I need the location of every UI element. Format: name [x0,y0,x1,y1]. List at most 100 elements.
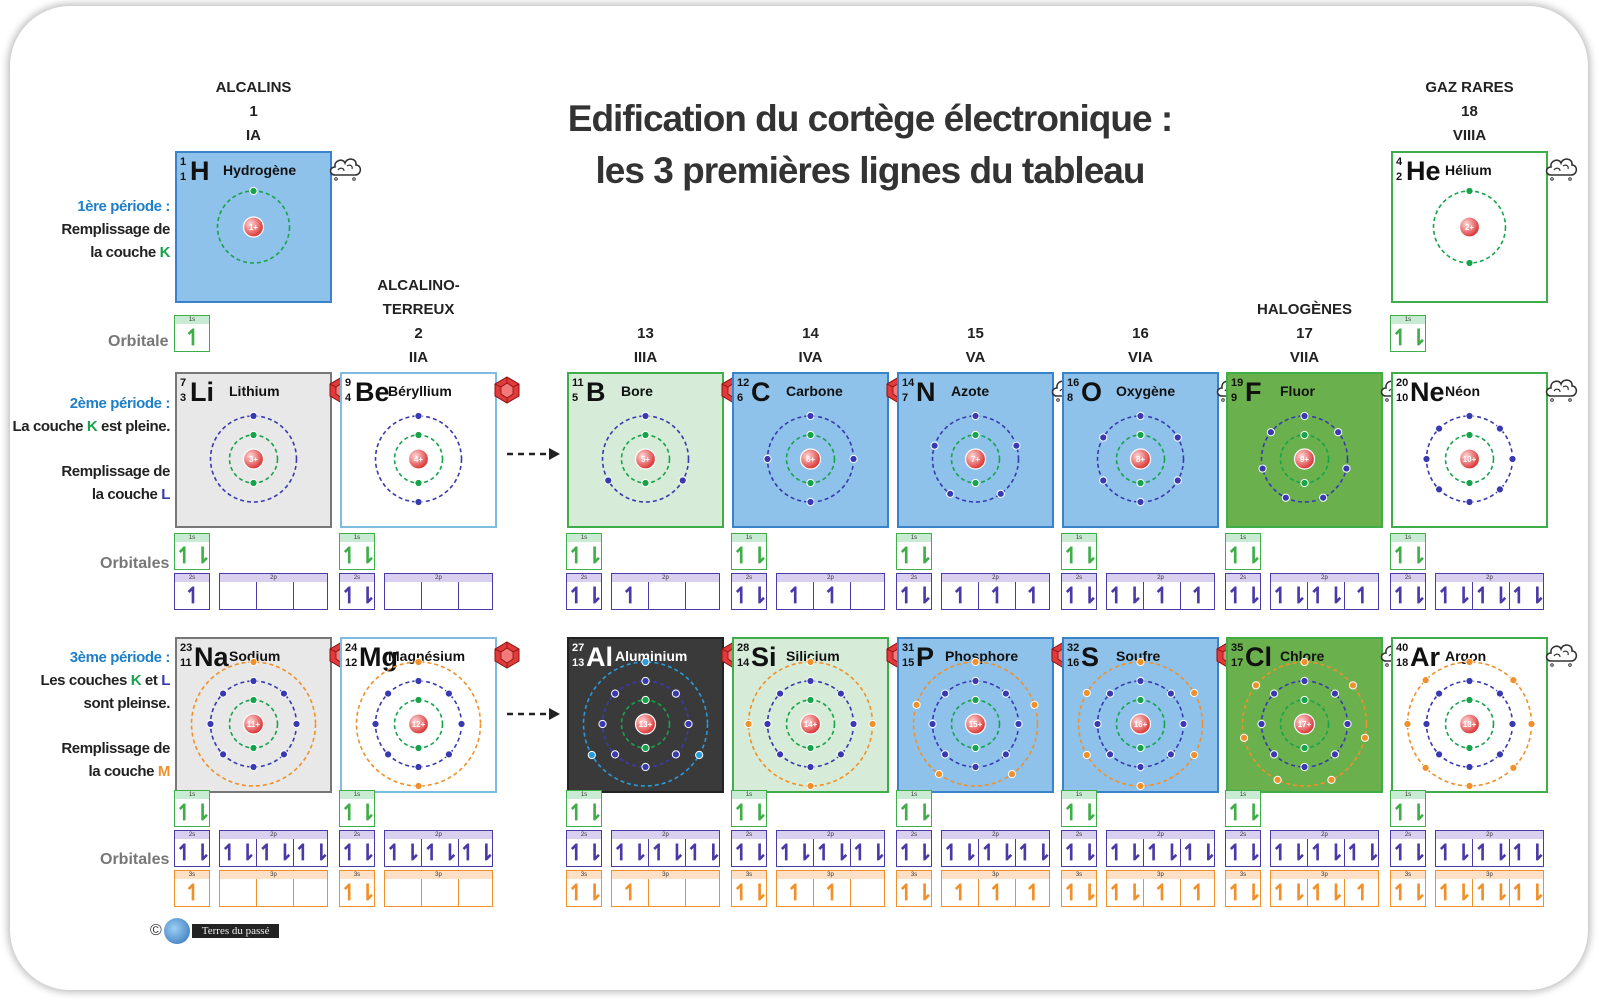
mass-number: 35 [1231,642,1244,654]
nucleus [242,713,265,735]
orbital-cell: ↿⇂ [1391,543,1428,568]
group-header-line: 15 [967,325,984,342]
atomic-number: 13 [572,657,585,669]
orbital-cell: ↿⇂ [1391,880,1428,905]
element-symbol: Cl [1245,642,1272,672]
orbital-2p: 2p ↿ ↿ ↿ [941,573,1050,610]
group-header-line: HALOGÈNES [1256,301,1352,318]
orbital-caption: 1s [567,534,601,542]
group-header-g2: ALCALINO- TERREUX 2 IIA [320,274,517,370]
electron [1099,476,1108,485]
electron [371,719,380,729]
orbital-cell: ↿⇂ [1436,840,1473,865]
orbital-2p: 2p [219,573,328,610]
nucleus-charge: 16+ [1134,720,1148,729]
element-card-c: 12 6 C Carbone 6+ [732,372,912,528]
electron [249,411,258,421]
orbital-cell: ↿ [813,879,849,906]
electron [1014,719,1023,729]
element-card-ne: 20 10 Ne Néon 10+ [1391,372,1578,528]
electron [695,750,704,760]
electron [1495,689,1505,698]
electron [383,689,393,698]
bohr-model: 2+ [1432,186,1507,268]
element-name: Lithium [229,383,280,399]
element-symbol: Be [355,377,390,407]
mass-number: 19 [1231,377,1244,389]
period-2-label: 2ème période : La couche K est pleine. R… [12,395,170,503]
orbital-3s: 3s ↿⇂ [339,870,377,907]
orbital-cell [220,879,256,906]
orbital-cell [421,582,457,609]
electron [414,781,423,791]
orbital-caption: 3p [777,871,884,879]
group-header-line: IIIA [633,349,658,366]
element-card-o: 16 8 O Oxygène 8+ [1062,372,1249,528]
orbital-caption: 2p [220,831,327,839]
element-card-s: 32 16 S Soufre 16+ [1062,637,1242,793]
element-card-he: 4 2 He Hélium 2+ [1391,151,1578,303]
nucleus-charge: 11+ [247,720,260,729]
electron [1360,733,1370,742]
atomic-number: 12 [345,657,358,669]
orbital-cell: ↿⇂ [1107,583,1144,608]
mass-number: 32 [1067,642,1080,654]
orbital-cell [648,582,684,609]
orbital-3p: 3p ↿ [611,870,720,907]
element-name: Néon [1445,383,1480,399]
electron [1007,770,1017,779]
electron [1136,781,1145,791]
orbital-cell [849,582,886,609]
element-symbol: N [916,377,936,407]
orbital-caption: 2s [340,574,374,582]
copyright: © Terres du passé [150,918,280,944]
nucleus [407,448,430,470]
nucleus [799,713,822,735]
element-name: Hélium [1445,162,1492,178]
electron [292,719,301,729]
mass-number: 20 [1396,377,1409,389]
element-name: Bore [621,383,653,399]
orbital-2p: 2p ↿⇂ ↿⇂ ↿ [1270,573,1379,610]
period-3-label: 3ème période : Les couches K et L sont p… [40,649,170,780]
mass-number: 1 [180,156,187,168]
group-header-line: ALCALINO- [377,277,460,294]
orbital-cell: ↿⇂ [1508,879,1547,906]
electron [1421,763,1430,772]
mass-number: 31 [902,642,915,654]
group-header-line: 1 [249,103,258,120]
orbital-caption: 2s [1226,831,1260,839]
orbital-cell [292,582,329,609]
orbital-cell [385,582,421,609]
orbital-cell: ↿⇂ [340,543,377,568]
electron [1403,719,1412,729]
electron [1465,430,1474,440]
mass-number: 4 [1396,156,1403,168]
orbital-2s: 2s ↿⇂ [1390,830,1428,867]
nucleus [1293,713,1316,735]
atomic-number: 9 [1231,392,1238,404]
orbital-cell: ↿ [1014,879,1051,906]
orbital-2s: 2s ↿⇂ [1225,830,1263,867]
group-header-g15: 15 VA [877,322,1074,370]
electron [249,430,258,440]
orbital-caption: 1s [732,791,766,799]
electron [1465,743,1474,753]
orbital-caption: 3s [732,871,766,879]
electron [249,695,258,705]
nucleus-charge: 9+ [1300,455,1309,464]
orbital-2s: 2s ↿⇂ [731,573,769,610]
orbital-2s: 2s ↿⇂ [174,830,212,867]
orbital-cell: ↿⇂ [777,840,814,865]
electron [414,411,423,421]
electron [1166,750,1176,759]
electron [1179,719,1188,729]
electron [1434,750,1444,759]
electron [414,676,423,686]
bohr-model: 12+ [355,657,482,791]
orbital-cell: ↿⇂ [732,880,769,905]
orbital-2p: 2p ↿ [611,573,720,610]
orbital-label-row1: Orbitale [108,333,169,350]
globe-icon [163,918,190,944]
nucleus [964,713,987,735]
